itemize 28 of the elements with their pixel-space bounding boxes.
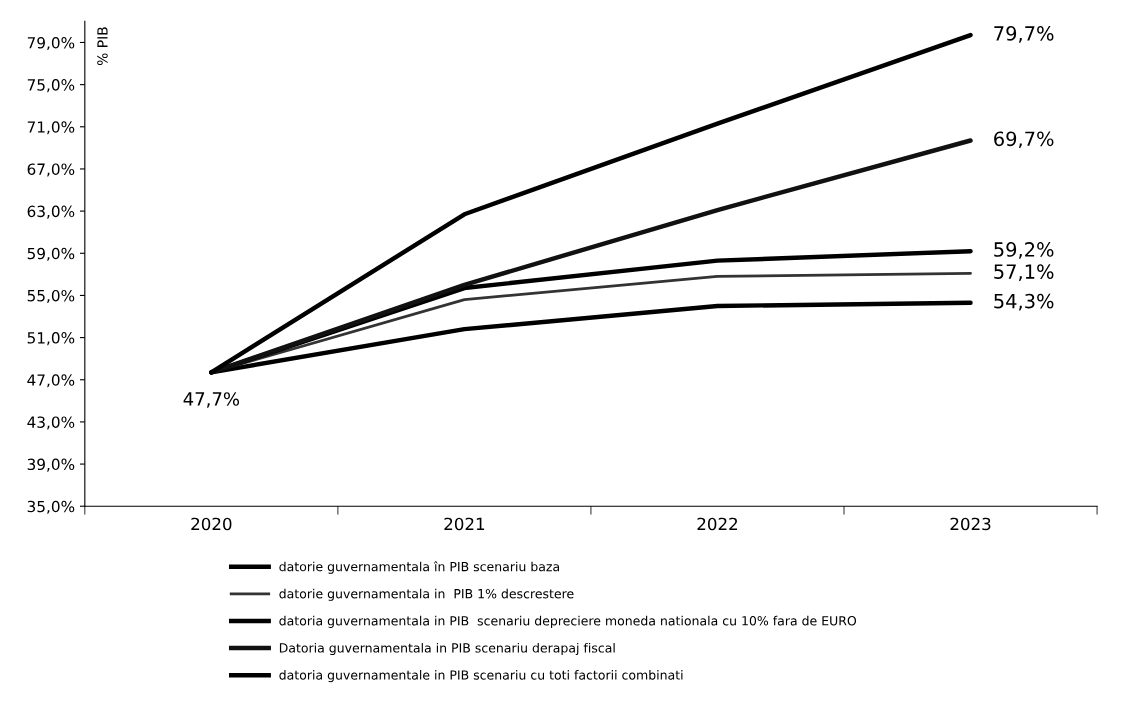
annotation: 59,2% [994,242,1054,259]
y-tick-label: 43,0% [27,416,75,430]
x-tick-label: 2023 [950,517,991,531]
annotation: 79,7% [994,26,1054,43]
annotation: 47,7% [183,392,240,408]
y-tick-label: 71,0% [27,121,75,135]
y-tick-label: 67,0% [27,163,75,177]
legend-label: datoria guvernamentale in PIB scenariu cu toti factorii combinati [279,670,683,683]
x-tick-label: 2021 [444,517,485,531]
annotation: 57,1% [994,264,1054,281]
legend-label: datorie guvernamentala in PIB 1% descrestere [279,588,574,601]
y-tick-label: 51,0% [27,332,75,346]
y-tick-label: 39,0% [27,458,75,472]
y-tick-label: 47,0% [27,374,75,388]
x-tick-label: 2022 [697,517,738,531]
y-tick-label: 35,0% [27,500,75,514]
y-tick-label: 59,0% [27,247,75,261]
legend-label: Datoria guvernamentala in PIB scenariu derapaj fiscal [279,642,615,656]
legend-label: datoria guvernamentala in PIB scenariu depreciere moneda nationala cu 10% fara de EURO [279,615,857,628]
annotation: 54,3% [994,293,1054,311]
y-tick-label: 55,0% [27,289,75,304]
x-tick-label: 2020 [191,517,232,531]
y-tick-label: 63,0% [27,205,75,219]
y-tick-label: 75,0% [27,79,75,93]
y-tick-label: 79,0% [27,36,75,51]
annotation: 69,7% [994,131,1054,149]
legend-label: datorie guvernamentala în PIB scenariu baza [279,561,560,574]
y-axis-title: % PIB [97,27,108,66]
